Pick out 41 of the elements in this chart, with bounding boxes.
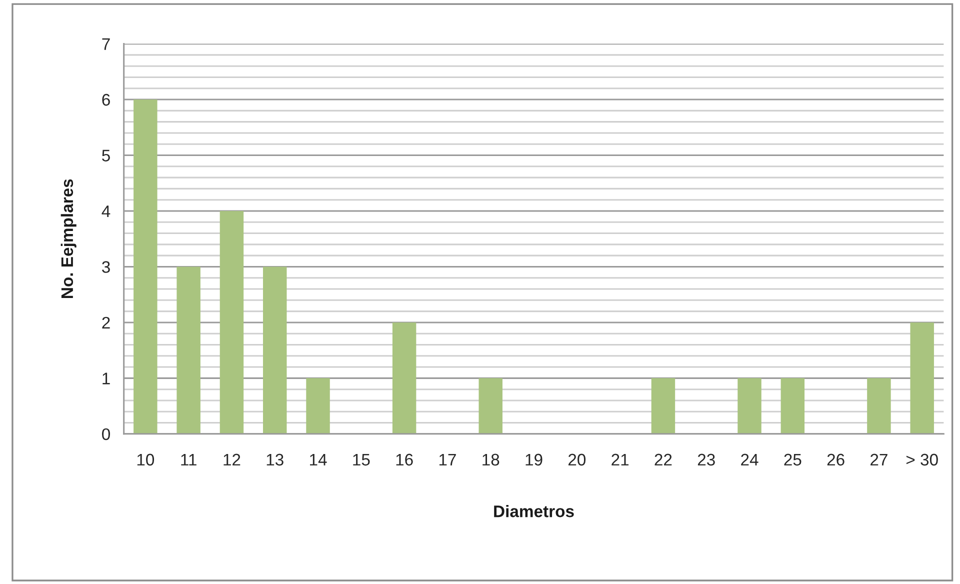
bar	[651, 378, 676, 434]
x-tick-label: 26	[827, 454, 844, 466]
bar	[134, 100, 158, 434]
y-tick-label: 0	[102, 428, 110, 440]
y-tick-label: 1	[102, 372, 110, 384]
x-tick-label: 16	[396, 454, 413, 466]
x-tick-label: 27	[870, 454, 888, 466]
x-tick-label: 17	[439, 454, 456, 466]
bar	[780, 378, 805, 434]
y-axis-title: No. Eejmplares	[60, 179, 76, 298]
x-tick-label: 22	[654, 454, 672, 466]
bar	[392, 322, 416, 434]
x-axis-title: Diametros	[494, 505, 574, 518]
x-tick-label: 12	[224, 454, 240, 466]
x-tick-label: > 30	[906, 454, 938, 466]
x-tick-label: 13	[266, 454, 284, 466]
y-tick-label: 6	[102, 94, 110, 106]
x-tick-label: 10	[137, 454, 154, 466]
x-tick-label: 19	[526, 454, 542, 466]
bar	[478, 378, 502, 434]
x-tick-label: 25	[784, 454, 802, 466]
x-tick-label: 24	[741, 454, 758, 466]
bar	[306, 378, 330, 434]
x-tick-label: 18	[482, 454, 500, 466]
bar	[262, 266, 287, 434]
y-tick-label: 5	[102, 150, 110, 162]
bar	[220, 210, 244, 434]
x-tick-label: 21	[612, 454, 629, 466]
y-tick-label: 7	[102, 38, 110, 50]
bar	[738, 378, 762, 434]
x-tick-label: 20	[568, 454, 586, 466]
x-tick-label: 11	[181, 454, 196, 466]
bar	[867, 378, 891, 434]
y-tick-label: 4	[102, 206, 110, 218]
y-tick-label: 3	[102, 261, 110, 273]
bar	[176, 266, 200, 434]
x-tick-label: 14	[310, 454, 327, 466]
x-tick-label: 15	[353, 454, 370, 466]
bar	[910, 322, 934, 434]
x-tick-label: 23	[698, 454, 715, 466]
y-tick-label: 2	[102, 316, 110, 328]
